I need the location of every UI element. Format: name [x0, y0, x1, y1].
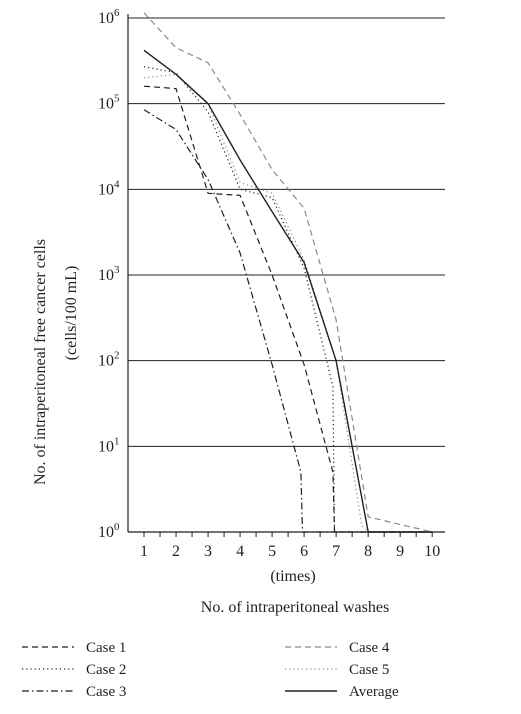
x-tick-label: 7: [332, 543, 340, 560]
legend-label: Case 3: [86, 684, 126, 700]
x-tick-label: 1: [140, 543, 148, 560]
x-tick-label: 5: [268, 543, 276, 560]
x-tick-label: 6: [300, 543, 308, 560]
x-tick-label: 10: [424, 543, 440, 560]
series-line-case-4: [143, 12, 433, 533]
y-tick-label: 103: [98, 264, 120, 284]
legend-label: Average: [349, 684, 399, 700]
grid-lines: [128, 17, 445, 447]
y-tick-labels: 100 101 102 103 104 105 106: [98, 7, 120, 541]
x-tick-labels: 1 2 3 4 5 6 7 8 9 10: [140, 543, 440, 560]
legend-label: Case 2: [86, 662, 126, 678]
legend: Case 1 Case 2 Case 3 Case 4 Case 5 Average: [22, 640, 399, 700]
series-line-case-2: [143, 66, 433, 533]
x-tick-label: 4: [236, 543, 244, 560]
series-line-case-3: [143, 109, 433, 533]
axes: [127, 14, 445, 537]
legend-label: Case 4: [349, 640, 390, 656]
x-tick-label: 8: [364, 543, 372, 560]
x-axis-unit: (times): [270, 568, 315, 585]
x-tick-label: 3: [204, 543, 212, 560]
y-tick-label: 102: [98, 350, 120, 370]
y-tick-label: 100: [98, 521, 120, 541]
x-tick-label: 2: [172, 543, 180, 560]
y-tick-label: 105: [98, 93, 120, 113]
y-axis-unit: (cells/100 mL): [63, 266, 80, 361]
series-line-case-1: [143, 85, 433, 533]
y-tick-label: 106: [98, 7, 120, 27]
legend-label: Case 5: [349, 662, 389, 678]
x-axis-label: No. of intraperitoneal washes: [201, 599, 389, 616]
y-axis-label: No. of intraperitoneal free cancer cells: [32, 239, 49, 485]
series-line-average: [143, 49, 433, 533]
x-tick-label: 9: [396, 543, 404, 560]
legend-label: Case 1: [86, 640, 126, 656]
y-tick-label: 101: [98, 435, 120, 455]
y-tick-label: 104: [98, 178, 120, 198]
series-line-case-5: [143, 73, 433, 533]
series-lines: [143, 12, 433, 533]
